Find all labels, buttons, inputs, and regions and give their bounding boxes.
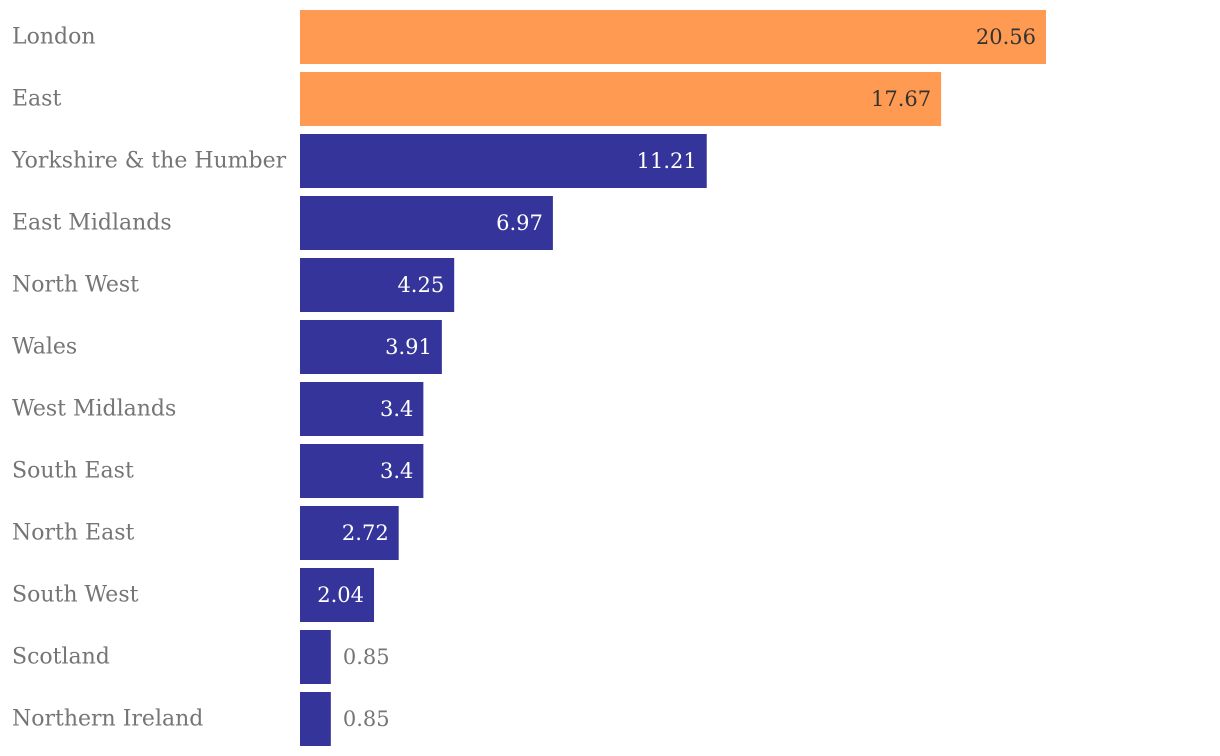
category-label-london: London [12,25,96,50]
category-label-north-west: North West [12,273,139,298]
category-label-yorkshire-and-the-humber: Yorkshire & the Humber [11,149,287,174]
value-label-west-midlands: 3.4 [380,397,413,421]
value-label-london: 20.56 [976,25,1036,49]
value-label-northern-ireland: 0.85 [343,707,390,731]
bar-scotland [300,630,331,684]
bar-wales [300,320,442,374]
category-label-west-midlands: West Midlands [12,397,176,422]
bar-yorkshire-and-the-humber [300,134,707,188]
category-label-east-midlands: East Midlands [12,211,172,236]
category-label-east: East [12,87,61,112]
category-label-south-east: South East [12,459,134,484]
value-label-south-west: 2.04 [317,583,364,607]
bar-northern-ireland [300,692,331,746]
category-label-south-west: South West [12,583,139,608]
category-label-wales: Wales [12,335,77,360]
bar-east [300,72,942,126]
category-label-northern-ireland: Northern Ireland [12,707,203,732]
bars [300,10,1046,746]
value-labels: 20.56 17.67 11.21 6.97 4.25 3.91 3.4 3.4 2.72 2.0… [317,25,1036,731]
value-label-yorkshire-and-the-humber: 11.21 [637,149,697,173]
value-label-north-east: 2.72 [342,521,389,545]
bar-west-midlands [300,382,424,436]
bar-south-west [300,568,375,622]
category-label-scotland: Scotland [12,645,110,670]
bar-london [300,10,1046,64]
value-label-east: 17.67 [871,87,931,111]
bar-east-midlands [300,196,553,250]
value-label-scotland: 0.85 [343,645,390,669]
bar-south-east [300,444,424,498]
bar-north-east [300,506,399,560]
bar-north-west [300,258,455,312]
value-label-south-east: 3.4 [380,459,413,483]
value-label-north-west: 4.25 [397,273,444,297]
category-labels: London East Yorkshire & the Humber East Mid… [11,25,287,732]
category-label-north-east: North East [12,521,134,546]
value-label-wales: 3.91 [385,335,432,359]
value-label-east-midlands: 6.97 [496,211,543,235]
